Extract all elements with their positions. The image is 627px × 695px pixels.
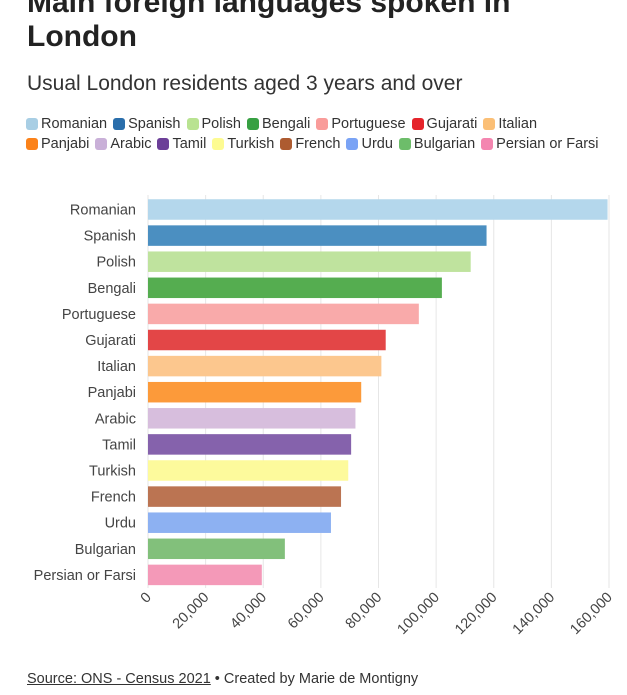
y-tick-label: Italian bbox=[97, 359, 136, 375]
y-tick-label: Urdu bbox=[105, 516, 136, 532]
legend-label: Panjabi bbox=[41, 136, 90, 152]
legend-swatch bbox=[113, 118, 126, 130]
bar bbox=[148, 512, 331, 533]
y-tick-label: Arabic bbox=[95, 411, 136, 427]
legend-item[interactable]: Arabic bbox=[95, 134, 151, 154]
x-tick-label: 160,000 bbox=[567, 590, 615, 638]
legend-item[interactable]: Persian or Farsi bbox=[481, 134, 599, 154]
legend-label: Turkish bbox=[227, 136, 275, 152]
footer-separator: • bbox=[210, 671, 224, 687]
y-tick-label: Panjabi bbox=[88, 385, 136, 401]
x-tick-label: 20,000 bbox=[170, 590, 213, 633]
y-tick-label: Romanian bbox=[70, 203, 136, 219]
legend-label: Portuguese bbox=[331, 116, 406, 132]
legend-item[interactable]: Bengali bbox=[247, 114, 310, 134]
legend-swatch bbox=[280, 138, 293, 150]
bar bbox=[148, 303, 419, 325]
y-tick-label: Gujarati bbox=[85, 333, 136, 349]
legend-label: Urdu bbox=[361, 136, 393, 152]
bar bbox=[148, 199, 608, 220]
legend-label: Bengali bbox=[262, 116, 311, 132]
bar bbox=[148, 408, 356, 429]
bar bbox=[148, 460, 349, 481]
legend-label: Polish bbox=[201, 116, 242, 132]
legend-swatch bbox=[26, 118, 38, 130]
x-tick-label: 80,000 bbox=[343, 590, 386, 633]
footer-credit: Created by Marie de Montigny bbox=[223, 671, 419, 687]
bar bbox=[148, 564, 262, 586]
legend-swatch bbox=[186, 118, 199, 130]
legend-swatch bbox=[212, 138, 225, 150]
y-tick-label: Spanish bbox=[84, 229, 136, 245]
legend-item[interactable]: Polish bbox=[186, 114, 242, 134]
legend-label: Persian or Farsi bbox=[496, 136, 599, 152]
y-tick-label: Turkish bbox=[89, 464, 136, 480]
legend-item[interactable]: Panjabi bbox=[26, 134, 89, 154]
x-tick-label: 40,000 bbox=[227, 590, 270, 633]
legend-item[interactable]: Gujarati bbox=[411, 114, 478, 134]
bar-chart: Romanian Spanish Polish Bengali Portuguese Gu… bbox=[34, 195, 616, 638]
bar bbox=[148, 355, 382, 377]
y-tick-label: Portuguese bbox=[62, 307, 136, 323]
bar bbox=[148, 329, 386, 351]
chart-subtitle: Usual London residents aged 3 years and … bbox=[27, 72, 463, 95]
chart-title: Main foreign languages spoken in London bbox=[27, 0, 511, 53]
legend-label: Italian bbox=[498, 116, 538, 132]
legend-label: Spanish bbox=[128, 116, 181, 132]
legend-swatch bbox=[481, 138, 494, 150]
bar bbox=[148, 538, 285, 560]
x-tick-label: 140,000 bbox=[510, 590, 558, 638]
bar bbox=[148, 251, 471, 272]
legend-swatch bbox=[346, 138, 359, 150]
legend-swatch bbox=[483, 118, 496, 130]
x-tick-label: 60,000 bbox=[285, 590, 328, 633]
bar bbox=[148, 381, 362, 403]
legend-label: Bulgarian bbox=[413, 136, 476, 152]
x-tick-label: 100,000 bbox=[395, 590, 443, 638]
source-link[interactable]: Source: ONS - Census 2021 bbox=[27, 671, 211, 687]
y-tick-label: Persian or Farsi bbox=[34, 568, 136, 584]
legend-swatch bbox=[316, 118, 329, 130]
chart-legend: Romanian Spanish Polish Bengali Portuguese Gu… bbox=[26, 114, 606, 154]
legend-item[interactable]: Romanian bbox=[26, 114, 107, 134]
y-tick-label: Polish bbox=[97, 255, 137, 271]
legend-swatch bbox=[411, 118, 424, 130]
legend-label: Romanian bbox=[41, 116, 108, 132]
legend-item[interactable]: Turkish bbox=[212, 134, 274, 154]
legend-item[interactable]: Portuguese bbox=[316, 114, 406, 134]
legend-swatch bbox=[26, 138, 38, 150]
legend-swatch bbox=[95, 138, 108, 150]
bar bbox=[148, 486, 342, 507]
footer: Source: ONS - Census 2021 • Created by M… bbox=[27, 671, 418, 687]
bar bbox=[148, 225, 487, 246]
legend-item[interactable]: Spanish bbox=[113, 114, 181, 134]
x-tick-label: 120,000 bbox=[452, 590, 500, 638]
bar bbox=[148, 434, 352, 455]
legend-item[interactable]: Urdu bbox=[346, 134, 393, 154]
legend-label: French bbox=[295, 136, 341, 152]
legend-item[interactable]: Tamil bbox=[157, 134, 206, 154]
y-tick-label: Bengali bbox=[88, 281, 136, 297]
legend-item[interactable]: Italian bbox=[483, 114, 537, 134]
x-tick-label: 0 bbox=[138, 590, 155, 607]
legend-swatch bbox=[398, 138, 411, 150]
y-tick-label: French bbox=[91, 490, 136, 506]
legend-swatch bbox=[157, 138, 170, 150]
legend-label: Arabic bbox=[110, 136, 152, 152]
legend-label: Tamil bbox=[172, 136, 207, 152]
y-tick-label: Bulgarian bbox=[75, 542, 136, 558]
y-tick-label: Tamil bbox=[102, 437, 136, 453]
legend-item[interactable]: French bbox=[280, 134, 340, 154]
legend-item[interactable]: Bulgarian bbox=[398, 134, 476, 154]
bar bbox=[148, 277, 442, 299]
legend-swatch bbox=[247, 118, 259, 130]
legend-label: Gujarati bbox=[426, 116, 478, 132]
